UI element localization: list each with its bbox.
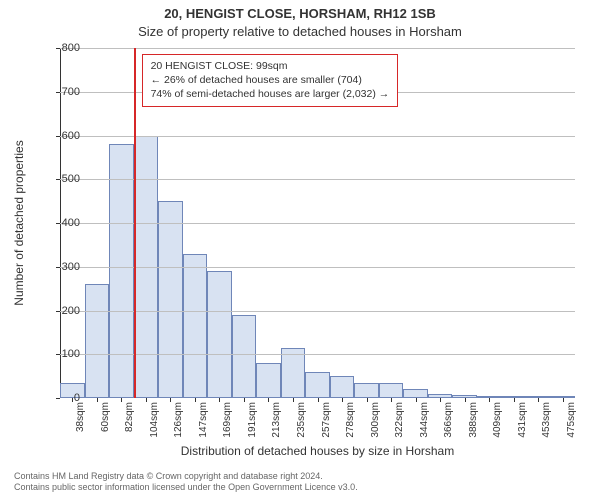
x-tick-mark [244,398,245,402]
x-tick-mark [219,398,220,402]
x-tick-mark [514,398,515,402]
x-tick-mark [121,398,122,402]
x-tick-mark [318,398,319,402]
y-tick-label: 600 [48,130,80,142]
annotation-line-1: 20 HENGIST CLOSE: 99sqm [151,59,390,73]
footer-line-1: Contains HM Land Registry data © Crown c… [14,471,586,483]
x-tick-mark [195,398,196,402]
chart-title-address: 20, HENGIST CLOSE, HORSHAM, RH12 1SB [0,6,600,21]
histogram-bar [256,363,281,398]
property-marker-line [134,48,136,398]
x-tick-mark [367,398,368,402]
histogram-bar [379,383,404,398]
x-tick-mark [72,398,73,402]
grid-line [60,311,575,312]
x-tick-label: 104sqm [149,402,160,438]
histogram-bar [403,389,428,398]
x-tick-label: 300sqm [370,402,381,438]
x-tick-mark [489,398,490,402]
x-axis-label: Distribution of detached houses by size … [60,444,575,458]
x-tick-mark [146,398,147,402]
x-tick-label: 60sqm [100,402,111,432]
plot-area: 20 HENGIST CLOSE: 99sqm← 26% of detached… [60,48,575,398]
footer-attribution: Contains HM Land Registry data © Crown c… [14,471,586,494]
x-tick-label: 388sqm [468,402,479,438]
x-tick-label: 278sqm [345,402,356,438]
x-tick-label: 366sqm [443,402,454,438]
x-tick-mark [293,398,294,402]
x-tick-mark [416,398,417,402]
x-tick-label: 169sqm [222,402,233,438]
x-tick-label: 431sqm [517,402,528,438]
annotation-line-2: ← 26% of detached houses are smaller (70… [151,73,390,87]
x-tick-label: 409sqm [492,402,503,438]
grid-line [60,179,575,180]
y-tick-label: 100 [48,348,80,360]
grid-line [60,136,575,137]
footer-line-2: Contains public sector information licen… [14,482,586,494]
grid-line [60,48,575,49]
x-tick-label: 475sqm [566,402,577,438]
x-tick-mark [563,398,564,402]
histogram-bar [354,383,379,398]
x-tick-label: 38sqm [75,402,86,432]
histogram-bar [305,372,330,398]
x-tick-label: 257sqm [321,402,332,438]
y-tick-label: 400 [48,217,80,229]
chart-title-desc: Size of property relative to detached ho… [0,24,600,39]
x-tick-mark [268,398,269,402]
x-tick-label: 453sqm [541,402,552,438]
y-tick-label: 700 [48,86,80,98]
x-tick-mark [538,398,539,402]
y-tick-label: 500 [48,173,80,185]
y-axis-label: Number of detached properties [12,48,26,398]
grid-line [60,267,575,268]
x-ticks-layer: 38sqm 60sqm 82sqm 104sqm 126sqm 147sqm 169sqm 1… [60,398,575,442]
annotation-box: 20 HENGIST CLOSE: 99sqm← 26% of detached… [142,54,399,107]
y-tick-label: 200 [48,305,80,317]
y-tick-label: 300 [48,261,80,273]
histogram-bar [207,271,232,398]
annotation-line-3: 74% of semi-detached houses are larger (… [151,87,390,101]
x-tick-mark [342,398,343,402]
x-tick-label: 322sqm [394,402,405,438]
histogram-bar [85,284,110,398]
grid-line [60,354,575,355]
histogram-bar [183,254,208,398]
x-tick-label: 191sqm [247,402,258,438]
chart-frame: 20, HENGIST CLOSE, HORSHAM, RH12 1SB Siz… [0,0,600,500]
x-tick-mark [440,398,441,402]
grid-line [60,223,575,224]
x-tick-label: 213sqm [271,402,282,438]
y-tick-label: 800 [48,42,80,54]
x-tick-mark [465,398,466,402]
x-tick-label: 235sqm [296,402,307,438]
x-tick-mark [97,398,98,402]
x-tick-label: 82sqm [124,402,135,432]
histogram-bar [232,315,257,398]
histogram-bar [109,144,134,398]
x-tick-label: 126sqm [173,402,184,438]
x-tick-mark [170,398,171,402]
histogram-bar [330,376,355,398]
x-tick-label: 147sqm [198,402,209,438]
histogram-bar [158,201,183,398]
x-tick-label: 344sqm [419,402,430,438]
x-tick-mark [391,398,392,402]
